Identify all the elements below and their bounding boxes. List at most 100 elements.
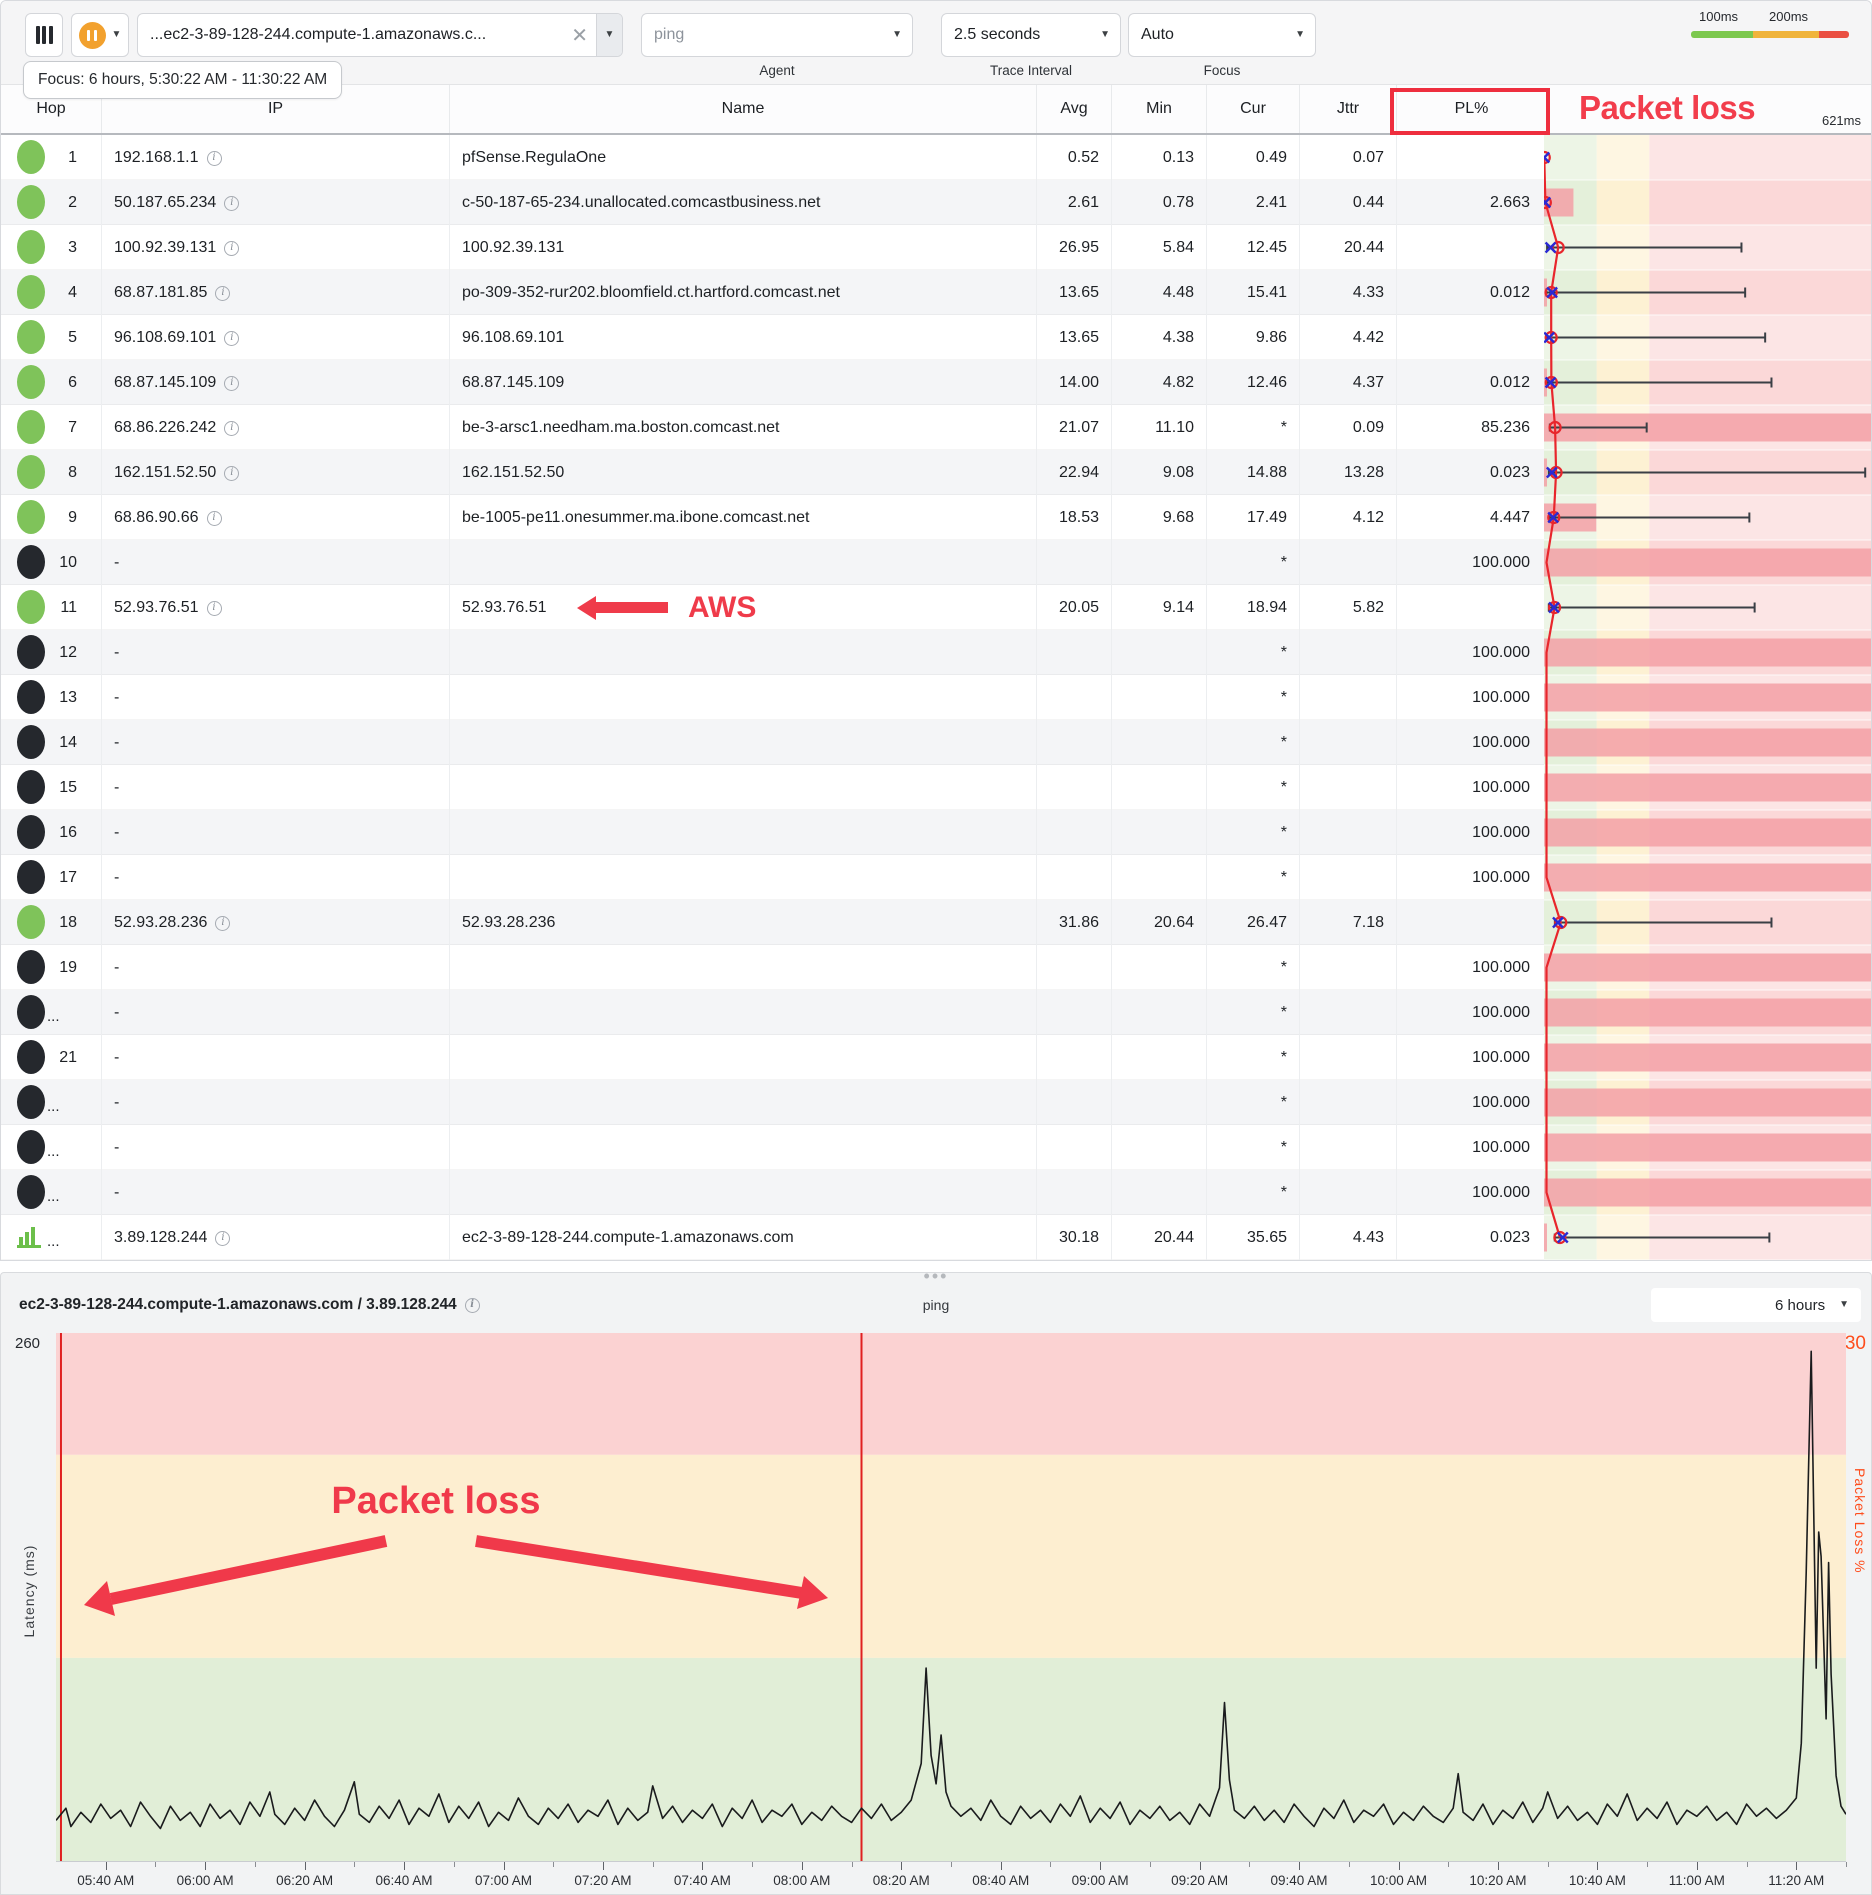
info-icon[interactable]: i	[215, 1230, 231, 1246]
info-icon[interactable]: i	[224, 240, 240, 256]
info-icon[interactable]: i	[224, 195, 240, 211]
info-icon[interactable]: i	[224, 465, 240, 481]
hop-cell: 9	[1, 495, 101, 540]
hop-number: ...	[47, 1008, 60, 1025]
hop-number: 9	[68, 509, 77, 526]
axis-tick	[1746, 1862, 1748, 1867]
hop-avg	[1036, 1080, 1111, 1125]
info-icon[interactable]: i	[206, 150, 222, 166]
info-icon[interactable]: i	[224, 330, 240, 346]
chevron-down-icon: ▼	[1295, 29, 1305, 40]
col-header-hop[interactable]: Hop	[36, 100, 66, 117]
hop-number: ...	[47, 1233, 60, 1250]
hop-ip: -	[101, 1035, 449, 1080]
table-row[interactable]: ... 3.89.128.244 i ec2-3-89-128-244.compute…	[1, 1215, 1871, 1260]
col-header-ip[interactable]: IP	[101, 85, 449, 133]
col-header-cur[interactable]: Cur	[1206, 85, 1299, 133]
axis-tick	[652, 1862, 654, 1867]
table-row[interactable]: 3 100.92.39.131 i 100.92.39.131 26.95 5.84 12.…	[1, 225, 1871, 270]
hop-min	[1111, 1080, 1206, 1125]
hop-cur: 12.46	[1206, 360, 1299, 405]
info-icon[interactable]: i	[224, 420, 240, 436]
hop-number: 16	[59, 824, 77, 841]
table-row[interactable]: 7 68.86.226.242 i be-3-arsc1.needham.ma.bos…	[1, 405, 1871, 450]
table-row[interactable]: 1 192.168.1.1 i pfSense.RegulaOne 0.52 0.13 0.…	[1, 135, 1871, 180]
hop-cell: 16	[1, 810, 101, 855]
hop-jttr: 0.09	[1299, 405, 1396, 450]
info-icon[interactable]: i	[206, 510, 222, 526]
hop-name	[449, 630, 1036, 675]
col-header-pl[interactable]: PL%	[1396, 85, 1546, 133]
info-icon[interactable]: i	[206, 600, 222, 616]
hop-pl: 100.000	[1396, 540, 1546, 585]
table-row[interactable]: 15 - * 100.000	[1, 765, 1871, 810]
hop-cell: 5	[1, 315, 101, 360]
hop-name	[449, 1125, 1036, 1170]
hop-pl: 100.000	[1396, 810, 1546, 855]
target-dropdown-caret[interactable]: ▼	[596, 14, 622, 56]
hop-cur: *	[1206, 540, 1299, 585]
hop-ip: 68.87.145.109 i	[101, 360, 449, 405]
hop-number: 18	[59, 914, 77, 931]
table-row[interactable]: 5 96.108.69.101 i 96.108.69.101 13.65 4.38 9.8…	[1, 315, 1871, 360]
hop-number: 14	[59, 734, 77, 751]
y-axis-max-packetloss: 30	[1844, 1333, 1866, 1354]
table-row[interactable]: 11 52.93.76.51 i 52.93.76.51 AWS 20.05 9.14 18.…	[1, 585, 1871, 630]
hop-name	[449, 1035, 1036, 1080]
hop-number: 10	[59, 554, 77, 571]
hop-cur: *	[1206, 675, 1299, 720]
axis-tick	[1249, 1862, 1251, 1867]
chart-packet-loss-annotation: Packet loss	[331, 1480, 540, 1522]
hop-jttr: 13.28	[1299, 450, 1396, 495]
drag-handle-icon[interactable]: •••	[923, 1266, 949, 1286]
axis-tick	[1796, 1862, 1798, 1870]
col-header-min[interactable]: Min	[1111, 85, 1206, 133]
hop-avg	[1036, 855, 1111, 900]
chart-title: ec2-3-89-128-244.compute-1.amazonaws.com…	[19, 1287, 480, 1323]
target-input[interactable]: ...ec2-3-89-128-244.compute-1.amazonaws.…	[137, 13, 623, 57]
hop-ip: -	[101, 810, 449, 855]
hop-ip: 68.86.226.242 i	[101, 405, 449, 450]
info-icon[interactable]: i	[215, 285, 231, 301]
hop-jttr: 7.18	[1299, 900, 1396, 945]
columns-icon	[35, 26, 40, 44]
agent-select[interactable]: ping ▼	[641, 13, 913, 57]
col-header-name[interactable]: Name	[449, 85, 1036, 133]
axis-tick	[1199, 1862, 1201, 1870]
time-range-select[interactable]: 6 hours ▼	[1651, 1288, 1861, 1322]
trace-interval-select[interactable]: 2.5 seconds ▼	[941, 13, 1121, 57]
hop-avg	[1036, 810, 1111, 855]
hop-cell: ...	[1, 1080, 101, 1125]
hop-cur: 17.49	[1206, 495, 1299, 540]
hop-cell: ...	[1, 990, 101, 1035]
table-row[interactable]: 17 - * 100.000	[1, 855, 1871, 900]
columns-button[interactable]	[25, 13, 63, 57]
pause-button[interactable]: ▼	[71, 13, 129, 57]
hop-avg: 30.18	[1036, 1215, 1111, 1260]
hop-min: 4.48	[1111, 270, 1206, 315]
info-icon[interactable]: i	[464, 1297, 480, 1313]
hop-cell: 21	[1, 1035, 101, 1080]
chevron-down-icon: ▼	[892, 29, 902, 40]
hop-avg	[1036, 1170, 1111, 1215]
hop-min: 11.10	[1111, 405, 1206, 450]
table-row[interactable]: 13 - * 100.000	[1, 675, 1871, 720]
table-row[interactable]: 21 - * 100.000	[1, 1035, 1871, 1080]
hop-cur: 9.86	[1206, 315, 1299, 360]
focus-select[interactable]: Auto ▼	[1128, 13, 1316, 57]
table-row[interactable]: ... - * 100.000	[1, 1125, 1871, 1170]
axis-tick	[851, 1862, 853, 1867]
table-row[interactable]: 9 68.86.90.66 i be-1005-pe11.onesummer.ma.i…	[1, 495, 1871, 540]
col-header-avg[interactable]: Avg	[1036, 85, 1111, 133]
info-icon[interactable]: i	[224, 375, 240, 391]
hop-min: 20.64	[1111, 900, 1206, 945]
hop-avg: 13.65	[1036, 270, 1111, 315]
col-header-jttr[interactable]: Jttr	[1299, 85, 1396, 133]
hop-min: 9.68	[1111, 495, 1206, 540]
hop-jttr: 4.43	[1299, 1215, 1396, 1260]
info-icon[interactable]: i	[215, 915, 231, 931]
focus-range-banner[interactable]: Focus: 6 hours, 5:30:22 AM - 11:30:22 AM	[23, 61, 343, 99]
status-up-dot	[17, 500, 45, 534]
hop-pl	[1396, 585, 1546, 630]
close-icon[interactable]: ✕	[571, 24, 588, 47]
